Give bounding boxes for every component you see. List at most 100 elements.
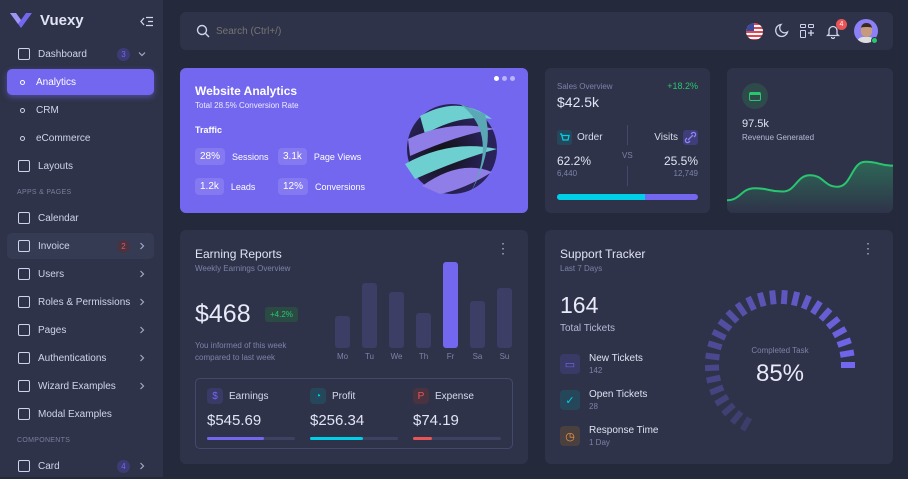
search-input[interactable] bbox=[216, 22, 416, 40]
carousel-indicators[interactable] bbox=[494, 76, 515, 81]
calendar-icon bbox=[18, 212, 30, 224]
sidebar-item-pages[interactable]: Pages bbox=[7, 317, 154, 343]
circle-icon bbox=[20, 79, 25, 85]
chevron-down-icon bbox=[138, 52, 146, 57]
gauge-segment bbox=[706, 374, 721, 384]
traffic-metric: 28% Sessions bbox=[195, 148, 269, 165]
completed-task-gauge bbox=[704, 289, 855, 432]
chevron-right-icon bbox=[140, 298, 145, 306]
sidebar-item-label: Modal Examples bbox=[38, 408, 112, 420]
sidebar-item-modal-examples[interactable]: Modal Examples bbox=[7, 401, 154, 427]
file-icon bbox=[18, 324, 30, 336]
bar-we[interactable] bbox=[389, 292, 404, 348]
3d-sphere-illustration bbox=[405, 104, 497, 194]
card-title: Earning Reports bbox=[195, 247, 282, 261]
metric-label: Leads bbox=[230, 181, 256, 192]
ticket-stat-value: 142 bbox=[589, 366, 603, 375]
online-status-dot bbox=[871, 37, 878, 44]
bar-tu[interactable] bbox=[362, 282, 377, 348]
pie-chart-icon: ◔ bbox=[310, 388, 326, 404]
stat-progress bbox=[413, 437, 501, 440]
sidebar-item-analytics[interactable]: Analytics bbox=[7, 69, 154, 95]
metric-value: 28% bbox=[195, 148, 226, 165]
more-options-icon[interactable]: ⋮ bbox=[861, 240, 875, 256]
count-badge: 2 bbox=[117, 239, 130, 253]
users-icon bbox=[18, 268, 30, 280]
gauge-segment bbox=[721, 402, 736, 417]
bar-label: Tu bbox=[364, 352, 375, 361]
metric-label: Conversions bbox=[315, 181, 366, 192]
gauge-segment bbox=[836, 337, 852, 348]
earning-stat-profit: ◔ Profit $256.34 bbox=[310, 388, 405, 440]
ticket-stat: ◷ Response Time 1 Day bbox=[560, 425, 658, 447]
ticket-icon: ▭ bbox=[560, 354, 580, 374]
settings-icon bbox=[18, 296, 30, 308]
sales-change: +18.2% bbox=[667, 81, 698, 91]
ticket-stat-value: 28 bbox=[589, 402, 598, 411]
sidebar-item-card[interactable]: Card 4 bbox=[7, 453, 154, 479]
vs-label: VS bbox=[622, 151, 633, 160]
gauge-value: 85% bbox=[755, 360, 805, 387]
cart-icon bbox=[557, 130, 572, 145]
bar-fr[interactable] bbox=[443, 262, 458, 348]
traffic-label: Traffic bbox=[195, 125, 223, 135]
notification-bell-icon[interactable] bbox=[826, 24, 840, 39]
sidebar-item-wizard-examples[interactable]: Wizard Examples bbox=[7, 373, 154, 399]
earning-change-badge: +4.2% bbox=[265, 307, 298, 322]
metric-value: 12% bbox=[278, 178, 309, 195]
bar-label: Fr bbox=[446, 352, 455, 361]
chevron-right-icon bbox=[140, 326, 145, 334]
bar-label: We bbox=[390, 352, 403, 361]
gauge-segment bbox=[839, 349, 855, 358]
chevron-right-icon bbox=[140, 462, 145, 470]
bar-label: Th bbox=[418, 352, 429, 361]
sidebar-item-calendar[interactable]: Calendar bbox=[7, 205, 154, 231]
support-tracker-card: Support Tracker Last 7 Days ⋮ 164 Total … bbox=[545, 230, 893, 464]
sidebar-item-label: Roles & Permissions bbox=[38, 296, 131, 308]
gauge-segment bbox=[734, 301, 748, 317]
shortcuts-icon[interactable] bbox=[800, 24, 814, 38]
sidebar-item-invoice[interactable]: Invoice 2 bbox=[7, 233, 154, 259]
bar-su[interactable] bbox=[497, 287, 512, 348]
earning-stat-earnings: $ Earnings $545.69 bbox=[207, 388, 302, 440]
more-options-icon[interactable]: ⋮ bbox=[496, 240, 510, 256]
ticket-stat: ✓ Open Tickets 28 bbox=[560, 389, 647, 411]
us-flag-icon[interactable] bbox=[746, 23, 763, 40]
sidebar-item-layouts[interactable]: Layouts bbox=[7, 153, 154, 179]
brand-logo[interactable]: Vuexy bbox=[10, 12, 84, 29]
sidebar-item-label: Invoice bbox=[38, 240, 70, 252]
clock-icon: ◷ bbox=[560, 426, 580, 446]
sidebar-item-dashboard[interactable]: Dashboard 3 bbox=[7, 41, 154, 67]
sidebar-item-label: Calendar bbox=[38, 212, 79, 224]
bar-mo[interactable] bbox=[335, 316, 350, 348]
bar-th[interactable] bbox=[416, 312, 431, 348]
traffic-metric: 12% Conversions bbox=[278, 178, 365, 195]
id-card-icon bbox=[18, 460, 30, 472]
sidebar-item-ecommerce[interactable]: eCommerce bbox=[7, 125, 154, 151]
navbar: 4 bbox=[180, 12, 893, 50]
revenue-value: 97.5k bbox=[742, 118, 769, 130]
gauge-segment bbox=[717, 318, 733, 332]
collapse-menu-icon[interactable] bbox=[140, 16, 153, 27]
metric-label: Page Views bbox=[313, 151, 362, 162]
sidebar-item-crm[interactable]: CRM bbox=[7, 97, 154, 123]
stat-progress bbox=[207, 437, 295, 440]
ticket-stat-value: 1 Day bbox=[589, 438, 610, 447]
circle-check-icon: ✓ bbox=[560, 390, 580, 410]
sidebar-item-users[interactable]: Users bbox=[7, 261, 154, 287]
card-subtitle: Total 28.5% Conversion Rate bbox=[195, 101, 299, 110]
visits-label: Visits bbox=[654, 132, 678, 143]
sidebar-item-label: eCommerce bbox=[36, 132, 91, 144]
stat-label: Earnings bbox=[229, 390, 269, 402]
theme-moon-icon[interactable] bbox=[774, 23, 789, 38]
traffic-metric: 1.2k Leads bbox=[195, 178, 255, 195]
chevron-right-icon bbox=[140, 270, 145, 278]
sidebar-item-authentications[interactable]: Authentications bbox=[7, 345, 154, 371]
bar-sa[interactable] bbox=[470, 300, 485, 348]
sidebar-item-roles-permissions[interactable]: Roles & Permissions bbox=[7, 289, 154, 315]
avatar[interactable] bbox=[854, 19, 878, 43]
sidebar-item-label: Dashboard bbox=[38, 48, 87, 60]
sidebar-item-label: Layouts bbox=[38, 160, 74, 172]
stat-value: $256.34 bbox=[310, 412, 365, 429]
divider bbox=[627, 125, 628, 145]
